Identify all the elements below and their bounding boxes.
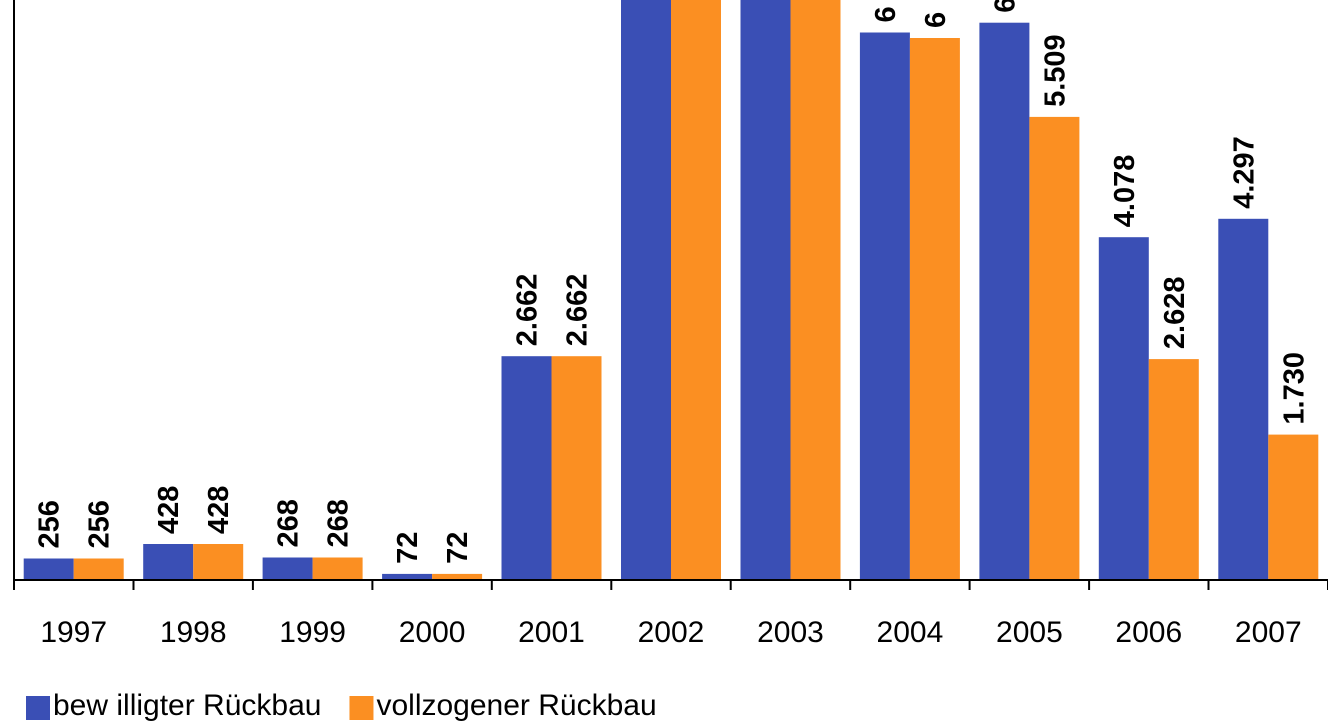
data-label-bewilligt-2005: 6 [989, 0, 1021, 13]
bar-vollzogen-2007 [1268, 434, 1319, 580]
legend-swatch-vollzogen [349, 696, 374, 720]
x-tick-label-2001: 2001 [518, 616, 585, 649]
x-tick-labels-group: 1997 1998 1999 2000 2001 2002 2003 2004 2005 2006… [40, 616, 1301, 649]
bar-bewilligt-1999 [262, 557, 313, 580]
bar-bewilligt-2005 [979, 22, 1030, 580]
bar-bewilligt-2003 [740, 0, 791, 580]
bars-group [23, 0, 1319, 581]
x-tick-label-2003: 2003 [757, 616, 824, 649]
x-tick-label-1998: 1998 [160, 616, 227, 649]
data-label-bewilligt-1999: 268 [273, 499, 305, 547]
x-tick-label-2002: 2002 [638, 616, 705, 649]
data-label-vollzogen-1999: 268 [323, 499, 355, 547]
x-tick-label-2005: 2005 [996, 616, 1063, 649]
data-label-vollzogen-2004: 6 [920, 12, 952, 28]
bar-vollzogen-2003 [790, 0, 841, 580]
x-tick-label-2007: 2007 [1235, 616, 1302, 649]
data-label-vollzogen-2000: 72 [442, 532, 474, 564]
bar-bewilligt-2001 [501, 356, 552, 580]
bar-vollzogen-2000 [432, 573, 483, 580]
bar-bewilligt-2006 [1098, 237, 1149, 580]
legend: bew illigter Rückbau vollzogener Rückbau [26, 689, 657, 722]
data-label-vollzogen-1998: 428 [203, 486, 235, 534]
bar-vollzogen-2001 [551, 356, 602, 580]
data-label-bewilligt-2006: 4.078 [1109, 155, 1141, 228]
bar-bewilligt-2000 [382, 573, 433, 580]
data-label-bewilligt-2007: 4.297 [1228, 136, 1260, 209]
x-tick-label-2004: 2004 [877, 616, 944, 649]
data-label-vollzogen-2007: 1.730 [1278, 352, 1310, 425]
legend-label-vollzogen: vollzogener Rückbau [376, 689, 656, 722]
x-ticks-group [13, 580, 1328, 590]
bar-bewilligt-1997 [23, 558, 74, 580]
data-label-bewilligt-1997: 256 [34, 500, 66, 548]
data-label-bewilligt-2004: 6 [870, 6, 902, 22]
data-labels-group: 256 256 428 428 268 268 72 72 2.662 2.662 6 6 6 5.509… [34, 0, 1311, 564]
x-tick-label-1997: 1997 [40, 616, 107, 649]
data-label-bewilligt-2001: 2.662 [512, 274, 544, 347]
bar-vollzogen-2006 [1148, 359, 1199, 580]
bar-bewilligt-2002 [621, 0, 671, 580]
bar-vollzogen-2004 [909, 38, 960, 580]
data-label-bewilligt-1998: 428 [153, 486, 185, 534]
data-label-bewilligt-2000: 72 [392, 532, 424, 564]
bar-vollzogen-2005 [1029, 116, 1080, 581]
bar-bewilligt-2004 [859, 32, 910, 580]
bar-bewilligt-2007 [1218, 218, 1269, 581]
data-label-vollzogen-2005: 5.509 [1039, 34, 1071, 107]
bar-vollzogen-2002 [671, 0, 721, 580]
bar-vollzogen-1998 [193, 544, 244, 580]
x-tick-label-2000: 2000 [399, 616, 466, 649]
bar-vollzogen-1997 [73, 558, 124, 580]
data-label-vollzogen-1997: 256 [84, 500, 116, 548]
x-tick-label-2006: 2006 [1115, 616, 1182, 649]
data-label-vollzogen-2006: 2.628 [1159, 277, 1191, 350]
data-label-vollzogen-2001: 2.662 [562, 274, 594, 347]
x-tick-label-1999: 1999 [279, 616, 346, 649]
legend-swatch-bewilligt [26, 696, 50, 720]
bar-vollzogen-1999 [312, 557, 363, 580]
bar-bewilligt-1998 [143, 544, 194, 580]
legend-label-bewilligt: bew illigter Rückbau [53, 689, 321, 722]
